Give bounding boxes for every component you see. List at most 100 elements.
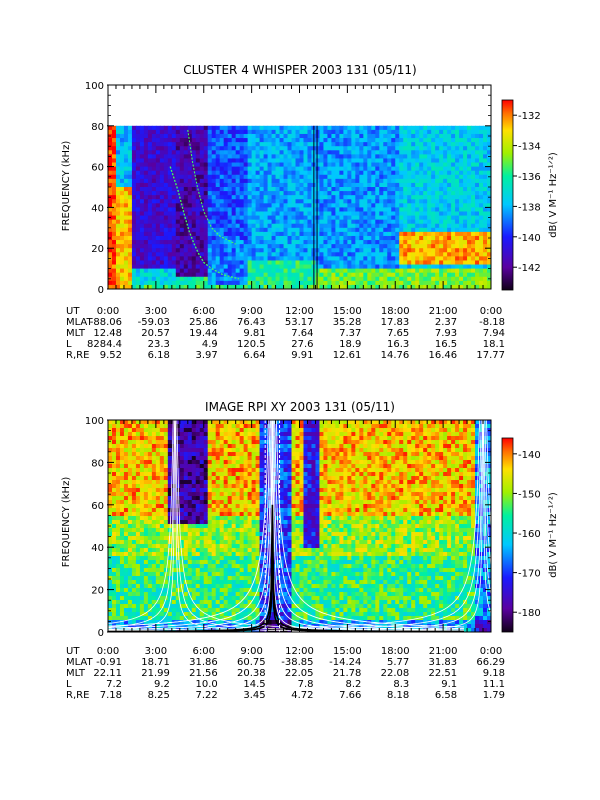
spectrogram-cell	[443, 142, 448, 147]
spectrogram-cell	[123, 464, 129, 469]
spectrogram-cell	[443, 268, 448, 274]
spectrogram-cell	[391, 284, 396, 289]
spectrogram-cell	[111, 203, 117, 208]
spectrogram-cell	[159, 231, 165, 237]
spectrogram-cell	[323, 215, 329, 221]
spectrogram-cell	[363, 227, 368, 233]
spectrogram-cell	[139, 492, 145, 497]
spectrogram-cell	[108, 484, 113, 489]
spectrogram-cell	[263, 150, 269, 155]
spectrogram-cell	[315, 146, 321, 151]
spectrogram-cell	[235, 227, 241, 233]
spectrogram-cell	[279, 203, 285, 208]
spectrogram-cell	[327, 166, 333, 172]
spectrogram-cell	[439, 203, 444, 208]
spectrogram-cell	[115, 564, 121, 569]
spectrogram-cell	[127, 133, 133, 139]
spectrogram-cell	[143, 428, 149, 433]
spectrogram-cell	[487, 227, 491, 233]
spectrogram-cell	[335, 195, 340, 200]
spectrogram-cell	[131, 464, 137, 469]
spectrogram-cell	[199, 280, 205, 286]
spectrogram-cell	[187, 211, 193, 217]
ephemeris-value: 7.93	[435, 328, 457, 339]
spectrogram-cell	[231, 223, 237, 229]
spectrogram-cell	[395, 227, 400, 233]
spectrogram-cell	[139, 576, 145, 581]
spectrogram-cell	[287, 129, 293, 135]
spectrogram-cell	[123, 158, 129, 164]
spectrogram-cell	[135, 166, 141, 172]
spectrogram-cell	[375, 235, 380, 241]
spectrogram-cell	[351, 187, 356, 192]
spectrogram-cell	[115, 536, 121, 541]
spectrogram-cell	[395, 219, 400, 225]
spectrogram-cell	[287, 162, 293, 168]
spectrogram-cell	[335, 231, 340, 237]
spectrogram-cell	[367, 191, 372, 196]
x-tick-label: 12:00	[285, 306, 314, 317]
spectrogram-cell	[203, 284, 209, 289]
spectrogram-cell	[155, 556, 161, 561]
spectrogram-cell	[371, 182, 376, 188]
spectrogram-cell	[119, 448, 125, 453]
spectrogram-cell	[387, 284, 392, 289]
spectrogram-cell	[399, 276, 404, 282]
spectrogram-cell	[287, 199, 293, 204]
spectrogram-cell	[427, 284, 432, 289]
spectrogram-cell	[215, 129, 221, 135]
spectrogram-cell	[347, 150, 352, 155]
spectrogram-cell	[391, 191, 396, 196]
spectrogram-cell	[259, 199, 265, 204]
spectrogram-cell	[283, 162, 289, 168]
spectrogram-cell	[231, 133, 237, 139]
spectrogram-cell	[343, 129, 348, 135]
spectrogram-cell	[415, 260, 420, 266]
spectrogram-cell	[367, 174, 372, 180]
spectrogram-cell	[371, 142, 376, 147]
ephemeris-value: 16.46	[428, 350, 457, 361]
spectrogram-cell	[111, 170, 117, 176]
spectrogram-cell	[115, 584, 121, 589]
spectrogram-cell	[423, 207, 428, 213]
spectrogram-cell	[283, 280, 289, 286]
spectrogram-cell	[291, 240, 297, 245]
spectrogram-cell	[247, 125, 253, 131]
spectrogram-cell	[171, 203, 177, 208]
spectrogram-cell	[279, 150, 285, 155]
spectrogram-cell	[303, 187, 309, 192]
spectrogram-cell	[111, 129, 117, 135]
spectrogram-cell	[219, 178, 225, 184]
spectrogram-cell	[155, 280, 161, 286]
spectrogram-cell	[155, 524, 161, 529]
spectrogram-cell	[295, 178, 301, 184]
spectrogram-cell	[379, 223, 384, 229]
spectrogram-cell	[411, 215, 416, 221]
spectrogram-cell	[339, 150, 344, 155]
spectrogram-cell	[143, 125, 149, 131]
spectrogram-cell	[483, 219, 488, 225]
spectrogram-cell	[131, 256, 137, 262]
spectrogram-cell	[199, 248, 205, 253]
spectrogram-cell	[143, 568, 149, 573]
spectrogram-cell	[111, 468, 117, 473]
spectrogram-cell	[487, 272, 491, 278]
spectrogram-cell	[203, 248, 209, 253]
spectrogram-cell	[223, 150, 229, 155]
spectrogram-cell	[191, 240, 197, 245]
spectrogram-cell	[159, 276, 165, 282]
spectrogram-cell	[423, 244, 428, 249]
spectrogram-cell	[235, 211, 241, 217]
spectrogram-cell	[315, 182, 321, 188]
spectrogram-cell	[451, 227, 456, 233]
spectrogram-cell	[427, 158, 432, 164]
spectrogram-cell	[199, 154, 205, 160]
spectrogram-cell	[119, 195, 125, 200]
spectrogram-cell	[367, 154, 372, 160]
spectrogram-cell	[163, 512, 169, 517]
spectrogram-cell	[391, 146, 396, 151]
spectrogram-cell	[231, 170, 237, 176]
spectrogram-cell	[108, 596, 113, 601]
spectrogram-cell	[343, 260, 348, 266]
spectrogram-cell	[415, 223, 420, 229]
